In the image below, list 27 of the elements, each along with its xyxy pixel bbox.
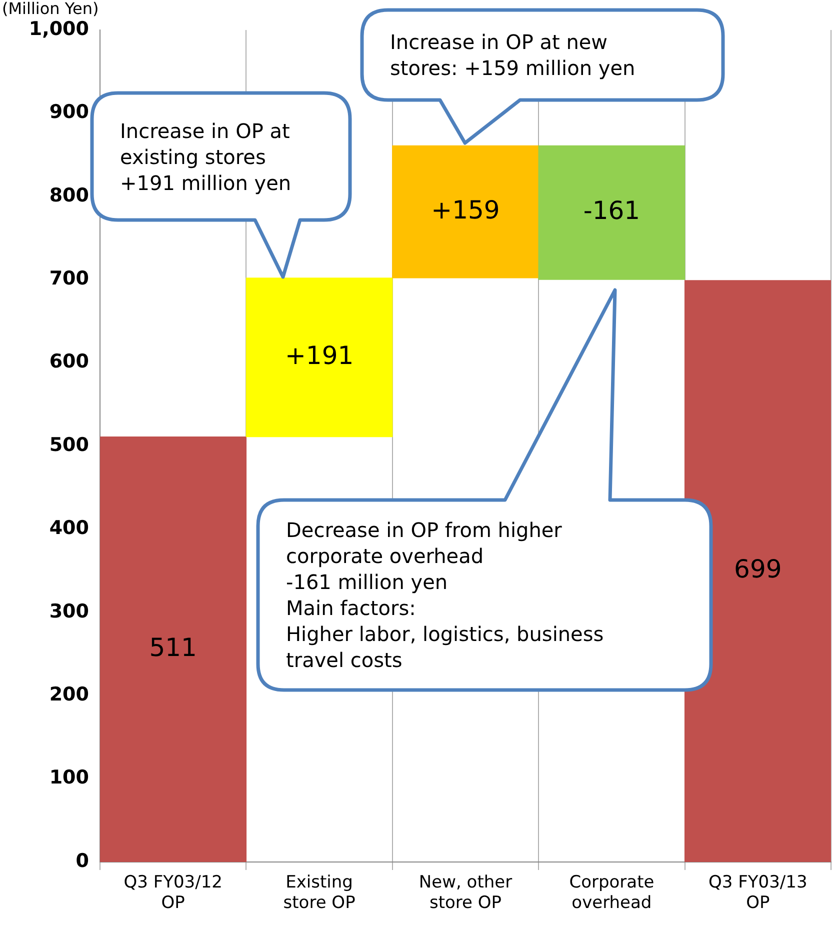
y-tick-label: 1,000 [28,18,89,40]
bar [100,436,247,862]
y-axis-title: (Million Yen) [2,0,99,18]
x-tick-label: Existing store OP [283,872,356,914]
annotation: Decrease in OP from higher corporate overhead -161 million yen Main factors: Higher labor, logistics, business travel costs [286,517,604,673]
y-tick-label: 200 [49,684,89,706]
x-tick-label: Corporate overhead [569,872,654,914]
annotation: Increase in OP at new stores: +159 million yen [390,29,636,81]
y-tick-label: 800 [49,184,89,206]
x-tick-label: New, other store OP [418,872,512,914]
annotation: Increase in OP at existing stores +191 million yen [120,118,292,196]
y-tick-label: 700 [49,268,89,290]
y-tick-label: 600 [49,350,89,373]
y-tick-label: 400 [49,517,89,540]
x-tick-label: Q3 FY03/13 OP [708,872,808,914]
data-label: +159 [431,195,500,224]
y-tick-label: 500 [49,434,89,456]
y-tick-label: 100 [49,766,89,789]
y-tick-label: 900 [49,101,89,124]
x-tick-label: Q3 FY03/12 OP [124,872,222,914]
y-tick-label: 300 [49,600,89,622]
data-label: 699 [734,554,782,584]
bar [684,280,831,862]
y-tick-label: 0 [76,850,89,872]
data-label: 511 [149,632,197,662]
data-label: +191 [284,340,354,370]
data-label: -161 [583,196,640,226]
